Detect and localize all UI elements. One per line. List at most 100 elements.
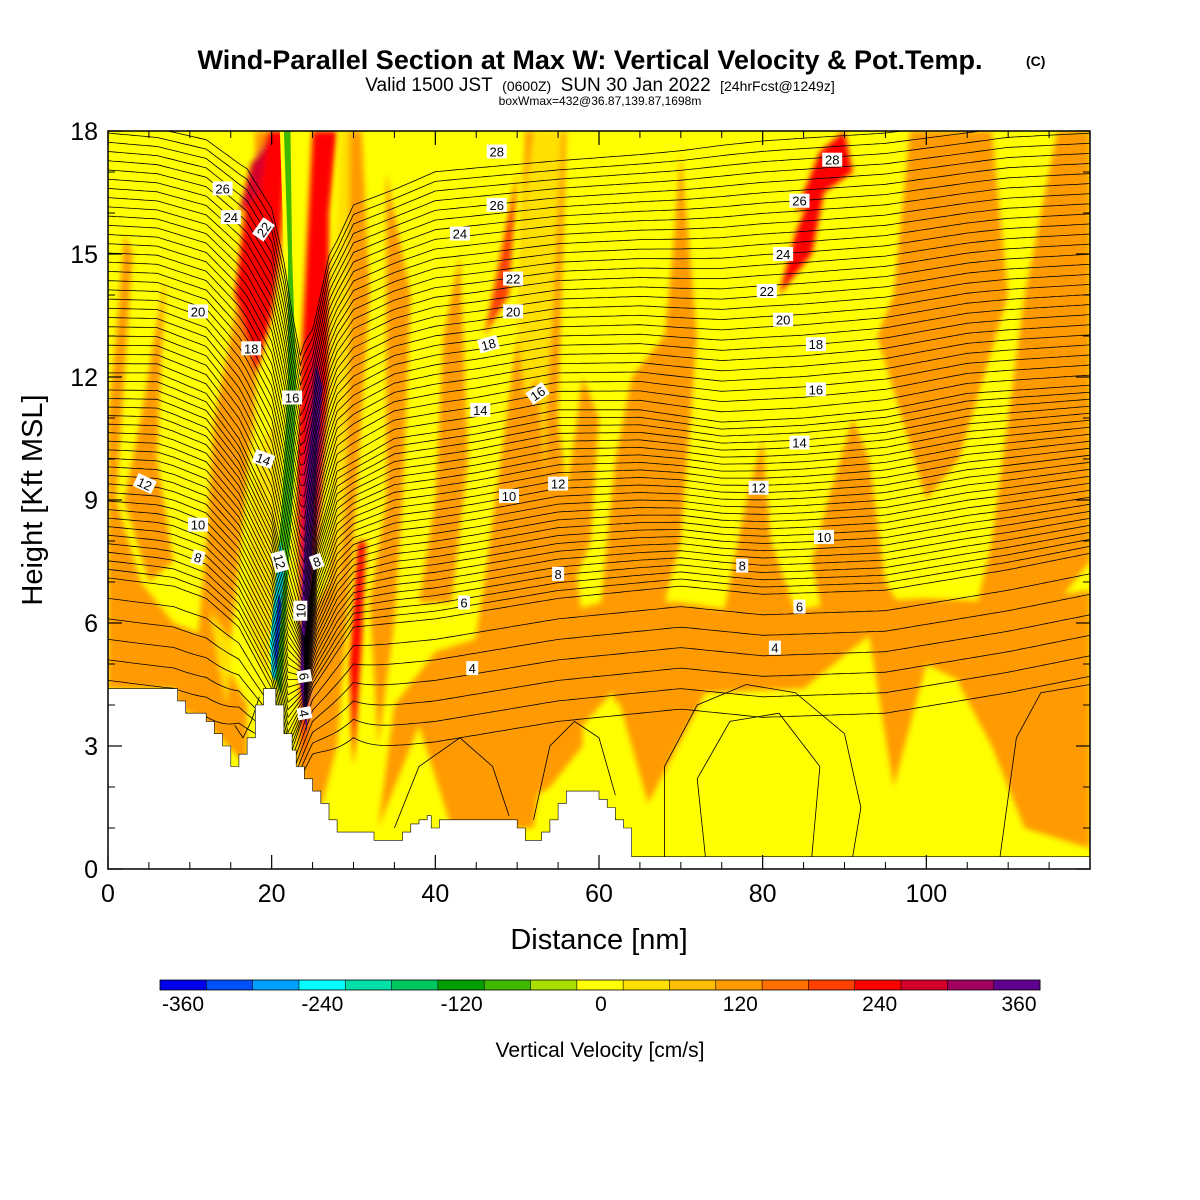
theta-isoline [108,475,1090,681]
colorbar: -360 -240 -120 0 120 240 360 [159,979,1041,1016]
w-region [238,139,268,213]
theta-label-text: 28 [825,153,839,168]
theta-isoline [108,354,1090,618]
theta-label-text: 16 [528,384,548,405]
theta-label-bg [814,529,834,544]
theta-isoline [394,737,510,829]
theta-label: 24 [773,247,794,262]
x-axis-label: Distance [nm] [510,924,687,956]
theta-label-text: 6 [460,596,467,611]
theta-label-text: 26 [792,194,806,209]
theta-isoline [696,712,821,857]
x-tick-label: 40 [421,880,449,908]
theta-label-text: 20 [776,313,790,328]
x-tick-label: 60 [585,880,613,908]
theta-label-bg [212,181,233,196]
colorbar-swatch [437,980,485,990]
theta-label-bg [188,304,208,319]
w-region [877,131,1009,500]
colorbar-swatch [298,980,346,990]
theta-label: 14 [251,449,276,469]
theta-label-bg [449,226,470,241]
theta-label-text: 8 [192,550,203,566]
colorbar-swatch [576,980,624,990]
theta-isoline [108,406,1090,654]
theta-isoline [108,440,1090,666]
theta-label-bg [296,669,313,684]
theta-label: 4 [466,661,479,676]
theta-label-bg [270,550,290,573]
theta-label-bg [548,476,569,491]
theta-isoline [108,489,1090,696]
theta-isoline [999,684,1090,857]
theta-isoline [108,398,1090,649]
theta-label-text: 6 [296,672,312,682]
theta-label-text: 28 [489,145,503,160]
w-region [210,610,233,705]
w-region [173,192,264,726]
theta-label-bg [756,283,777,298]
theta-isoline [108,461,1090,674]
theta-label-text: 10 [191,518,205,533]
theta-label-bg [477,334,500,354]
terrain-mask [108,688,1090,869]
theta-isoline [108,517,1090,726]
theta-label: 22 [756,283,777,299]
theta-label-text: 26 [215,181,229,196]
theta-label: 16 [525,381,550,405]
theta-label-text: 18 [244,341,258,356]
theta-label: 18 [805,337,826,352]
colorbar-swatch [947,980,995,990]
theta-label: 6 [458,595,470,611]
theta-label: 6 [793,599,806,615]
theta-label: 18 [477,334,500,354]
colorbar-swatch [762,980,809,990]
w-region [124,274,174,582]
y-tick-label: 18 [70,118,98,146]
theta-isoline [108,510,1090,719]
theta-label-text: 14 [792,436,806,451]
theta-label-text: 16 [809,382,823,397]
theta-label-text: 12 [751,481,765,496]
theta-label-text: 12 [135,474,154,494]
y-tick-label: 6 [84,610,98,638]
w-region [795,131,853,213]
theta-label: 4 [296,706,313,721]
terrain [108,688,1090,869]
y-tick-label: 15 [70,241,98,269]
theta-label-bg [748,480,769,495]
colorbar-tick-label: 360 [1001,993,1036,1016]
y-tick-label: 3 [84,733,98,761]
colorbar-swatch [160,980,207,990]
theta-label-text: 18 [480,336,498,354]
theta-label: 8 [736,558,749,574]
theta-isoline [108,415,1090,657]
theta-label: 18 [241,341,262,356]
theta-isoline [108,233,1090,476]
theta-label: 12 [132,473,157,495]
w-core [271,131,297,697]
theta-isoline [533,720,616,820]
chart-title: Wind-Parallel Section at Max W: Vertical… [198,45,983,75]
theta-label-bg [805,382,826,397]
theta-isoline [108,372,1090,640]
w-region [419,254,469,603]
theta-isoline [108,538,1090,749]
colorbar-swatch [391,980,439,990]
theta-isoline [108,531,1090,742]
theta-label: 6 [296,669,313,684]
colorbar-frame [159,979,1041,991]
theta-label: 14 [470,402,491,418]
theta-label-text: 22 [506,272,520,287]
theta-label-text: 14 [473,403,487,418]
theta-isoline [664,684,862,857]
colorbar-swatch [484,980,531,990]
theta-label-text: 12 [551,477,565,492]
theta-label-text: 10 [293,603,308,617]
theta-label-bg [293,600,308,621]
x-tick-label: 100 [905,880,947,908]
theta-label-text: 10 [502,489,516,504]
theta-label: 10 [814,529,834,545]
theta-label-bg [282,390,303,405]
